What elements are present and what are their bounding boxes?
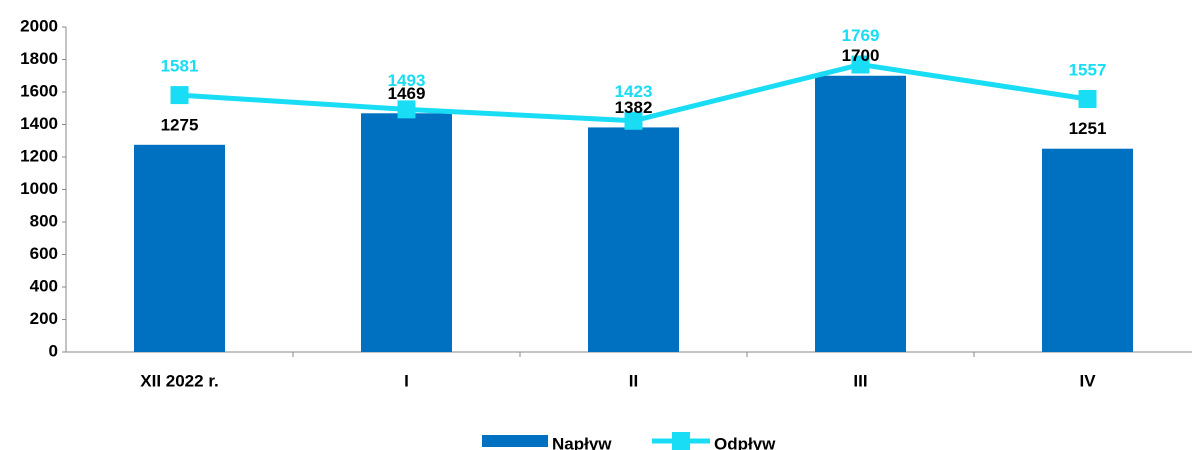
y-tick-label: 1600 [20,81,58,100]
bar [588,127,679,352]
y-tick-label: 200 [30,309,58,328]
line-label: 1769 [842,26,880,45]
line-label: 1493 [388,71,426,90]
bar [134,144,225,352]
y-tick-label: 1400 [20,114,58,133]
x-tick-label: III [853,371,867,390]
line-marker [1078,89,1097,108]
x-tick-label: XII 2022 r. [140,371,218,390]
line-marker [624,111,643,130]
legend-label: Odpływ [714,434,776,450]
y-tick-label: 600 [30,244,58,263]
y-tick-label: 800 [30,211,58,230]
x-tick-label: IV [1079,371,1096,390]
bar-label: 1251 [1069,119,1107,138]
line-marker [851,55,870,74]
bar [1042,148,1133,352]
y-tick-label: 1800 [20,49,58,68]
y-tick-label: 0 [49,341,58,360]
x-tick-label: I [404,371,409,390]
line-label: 1557 [1069,60,1107,79]
legend-swatch [482,435,548,447]
y-tick-label: 400 [30,276,58,295]
y-tick-label: 2000 [20,16,58,35]
line-marker [170,86,189,105]
legend-marker [672,432,690,450]
bar [815,75,906,352]
bar-label: 1700 [842,46,880,65]
bar-label: 1275 [161,115,199,134]
y-tick-label: 1000 [20,179,58,198]
x-tick-label: II [629,371,638,390]
bar-label: 1469 [388,84,426,103]
legend-label: Napływ [552,434,612,450]
bar-label: 1382 [615,98,653,117]
line-label: 1423 [615,82,653,101]
line-label: 1581 [161,57,199,76]
line-marker [397,100,416,119]
y-tick-label: 1200 [20,146,58,165]
bar [361,113,452,352]
